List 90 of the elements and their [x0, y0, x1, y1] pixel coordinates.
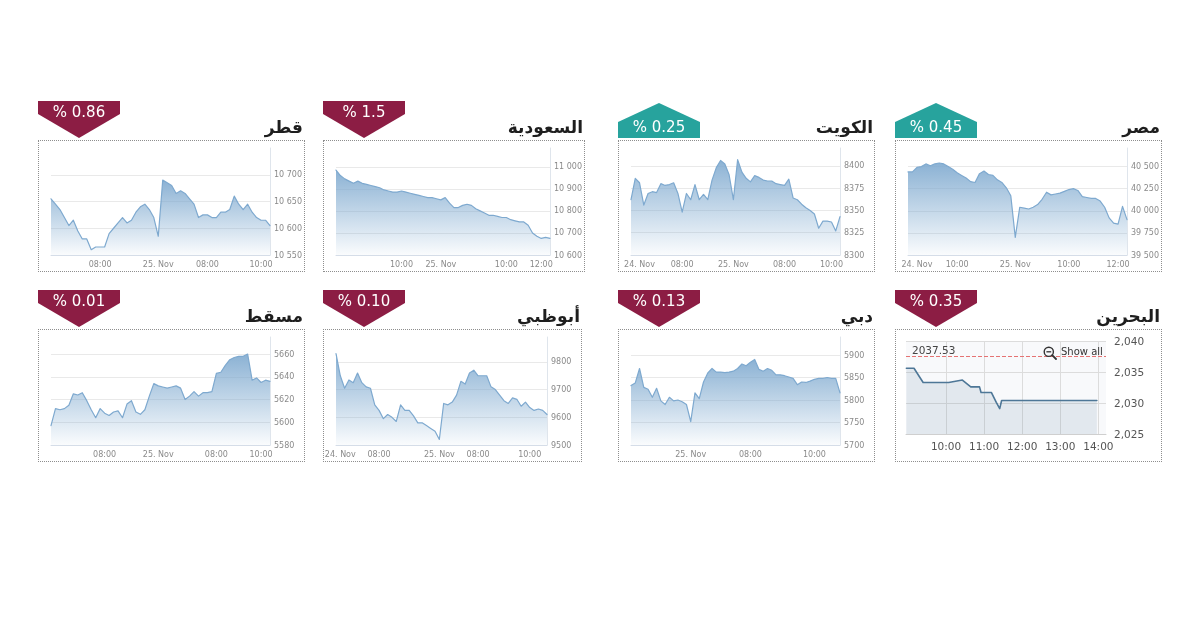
x-tick-label: 12:00 — [1106, 259, 1130, 269]
x-tick-label: 10:00 — [945, 259, 969, 269]
x-tick-label: 10:00 — [930, 439, 962, 452]
y-tick-label: 40 500 — [1131, 162, 1159, 172]
y-tick-label: 10 900 — [554, 184, 582, 194]
chart-title: الكويت — [815, 117, 873, 137]
x-tick-label: 08:00 — [466, 449, 490, 459]
x-tick-label: 14:00 — [1083, 439, 1114, 452]
text: % 0.45 — [908, 118, 964, 137]
y-tick-label: 8300 — [844, 250, 865, 260]
y-tick-label: 9700 — [551, 385, 572, 395]
y-tick-label: 10 600 — [274, 223, 302, 233]
y-tick-label: 9500 — [551, 440, 572, 450]
y-tick-label: 39 750 — [1131, 228, 1159, 238]
x-tick-label: 13:00 — [1045, 439, 1076, 452]
annotation: Show all — [1061, 346, 1103, 358]
y-tick-label: 10 600 — [554, 250, 582, 260]
x-tick-label: 10:00 — [1057, 259, 1081, 269]
y-tick-label: 39 500 — [1131, 250, 1159, 260]
y-tick-label: 40 000 — [1131, 206, 1159, 216]
x-tick-label: 08:00 — [738, 449, 762, 459]
chart-title: البحرين — [1096, 306, 1160, 326]
x-tick-label: 25. Nov — [142, 259, 174, 269]
x-tick-label: 08:00 — [204, 449, 228, 459]
y-tick-label: 8350 — [844, 205, 865, 215]
y-tick-label: 10 700 — [554, 228, 582, 238]
y-tick-label: 5850 — [844, 373, 865, 382]
ref-line-label: 2037.53 — [912, 343, 956, 356]
y-tick-label: 8375 — [844, 183, 865, 193]
x-tick-label: 12:00 — [1007, 439, 1038, 452]
y-tick-label: 5750 — [844, 418, 865, 427]
x-tick-label: 08:00 — [670, 259, 694, 269]
y-tick-label: 5900 — [844, 350, 865, 360]
text: % 0.01 — [51, 292, 107, 311]
y-tick-label: 2,030 — [1114, 397, 1145, 409]
x-tick-label: 25. Nov — [425, 259, 457, 269]
x-tick-label: 10:00 — [249, 449, 273, 459]
y-tick-label: 10 800 — [554, 206, 582, 216]
y-tick-label: 10 550 — [274, 250, 302, 260]
x-tick-label: 08:00 — [88, 259, 112, 269]
x-tick-label: 24. Nov — [324, 449, 357, 459]
y-tick-label: 5600 — [274, 417, 295, 427]
chart-title: مصر — [1122, 117, 1160, 137]
y-tick-label: 10 650 — [274, 197, 302, 206]
y-tick-label: 2,040 — [1114, 335, 1145, 347]
y-tick-label: 2,025 — [1114, 428, 1145, 440]
y-tick-label: 9800 — [551, 357, 572, 367]
x-tick-label: 10:00 — [494, 259, 518, 269]
text: % 0.13 — [631, 292, 687, 311]
y-tick-label: 8325 — [844, 228, 865, 238]
x-tick-label: 10:00 — [249, 259, 273, 269]
x-tick-label: 25. Nov — [142, 449, 174, 459]
x-tick-label: 25. Nov — [717, 259, 750, 269]
y-tick-label: 5700 — [844, 440, 865, 450]
x-tick-label: 10:00 — [518, 449, 542, 459]
y-tick-label: 5580 — [274, 440, 295, 450]
text: % 0.86 — [51, 103, 107, 122]
x-tick-label: 08:00 — [367, 449, 391, 459]
x-tick-label: 10:00 — [819, 259, 843, 269]
x-tick-label: 12:00 — [529, 259, 553, 269]
chart-title: قطر — [264, 117, 303, 137]
y-tick-label: 2,035 — [1114, 366, 1145, 378]
chart-title: مسقط — [244, 306, 303, 326]
y-tick-label: 10 700 — [274, 170, 302, 180]
x-tick-label: 25. Nov — [999, 259, 1031, 269]
x-tick-label: 08:00 — [93, 449, 117, 459]
x-tick-label: 10:00 — [389, 259, 414, 269]
y-tick-label: 11 000 — [554, 162, 582, 172]
x-tick-label: 24. Nov — [624, 259, 656, 269]
chart-title: السعودية — [507, 117, 583, 137]
text: % 0.35 — [908, 292, 964, 311]
x-tick-label: 25. Nov — [423, 449, 456, 459]
chart-title: دبي — [840, 306, 873, 326]
y-tick-label: 5620 — [274, 395, 295, 405]
y-tick-label: 5640 — [274, 372, 295, 382]
text: % 0.25 — [631, 118, 687, 137]
y-tick-label: 5800 — [844, 395, 865, 405]
y-tick-label: 9600 — [551, 412, 572, 422]
chart-title: أبوظبي — [516, 306, 580, 326]
x-tick-label: 25. Nov — [675, 449, 707, 459]
x-tick-label: 08:00 — [773, 259, 797, 269]
x-tick-label: 11:00 — [968, 439, 1000, 452]
text: % 1.5 — [341, 103, 387, 122]
x-tick-label: 24. Nov — [901, 259, 933, 269]
x-tick-label: 08:00 — [195, 259, 219, 269]
y-tick-label: 8400 — [844, 161, 865, 171]
text: % 0.10 — [336, 292, 392, 311]
y-tick-label: 40 250 — [1131, 184, 1159, 194]
y-tick-label: 5660 — [274, 349, 295, 359]
x-tick-label: 10:00 — [802, 449, 826, 459]
